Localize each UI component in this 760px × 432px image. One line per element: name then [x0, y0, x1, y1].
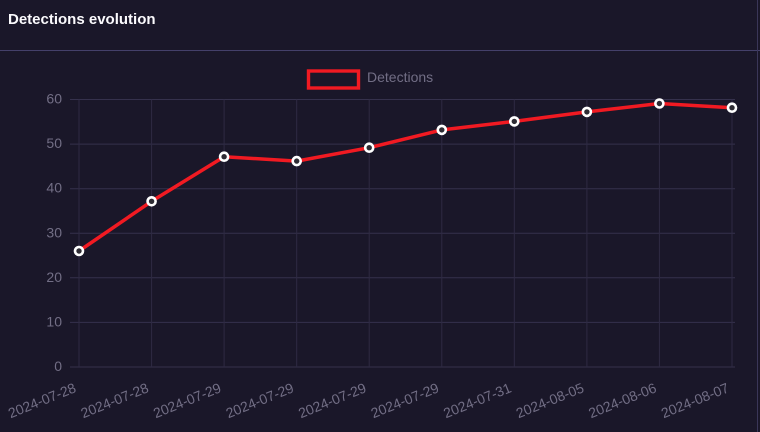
svg-text:10: 10 — [46, 313, 62, 329]
svg-text:2024-07-28: 2024-07-28 — [6, 379, 79, 421]
svg-text:Detections: Detections — [367, 69, 433, 85]
svg-text:2024-07-28: 2024-07-28 — [78, 379, 151, 421]
svg-text:2024-08-05: 2024-08-05 — [514, 379, 587, 421]
svg-text:40: 40 — [46, 180, 62, 196]
svg-text:50: 50 — [46, 135, 62, 151]
svg-text:20: 20 — [46, 269, 62, 285]
svg-text:2024-08-07: 2024-08-07 — [659, 379, 732, 421]
svg-text:2024-07-31: 2024-07-31 — [441, 379, 514, 421]
svg-text:0: 0 — [54, 358, 62, 374]
svg-text:2024-07-29: 2024-07-29 — [296, 379, 369, 421]
svg-text:60: 60 — [46, 91, 62, 107]
svg-text:2024-07-29: 2024-07-29 — [223, 379, 296, 421]
svg-text:2024-07-29: 2024-07-29 — [151, 379, 224, 421]
svg-text:2024-07-29: 2024-07-29 — [369, 379, 442, 421]
svg-text:2024-08-06: 2024-08-06 — [586, 379, 659, 421]
svg-text:30: 30 — [46, 224, 62, 240]
